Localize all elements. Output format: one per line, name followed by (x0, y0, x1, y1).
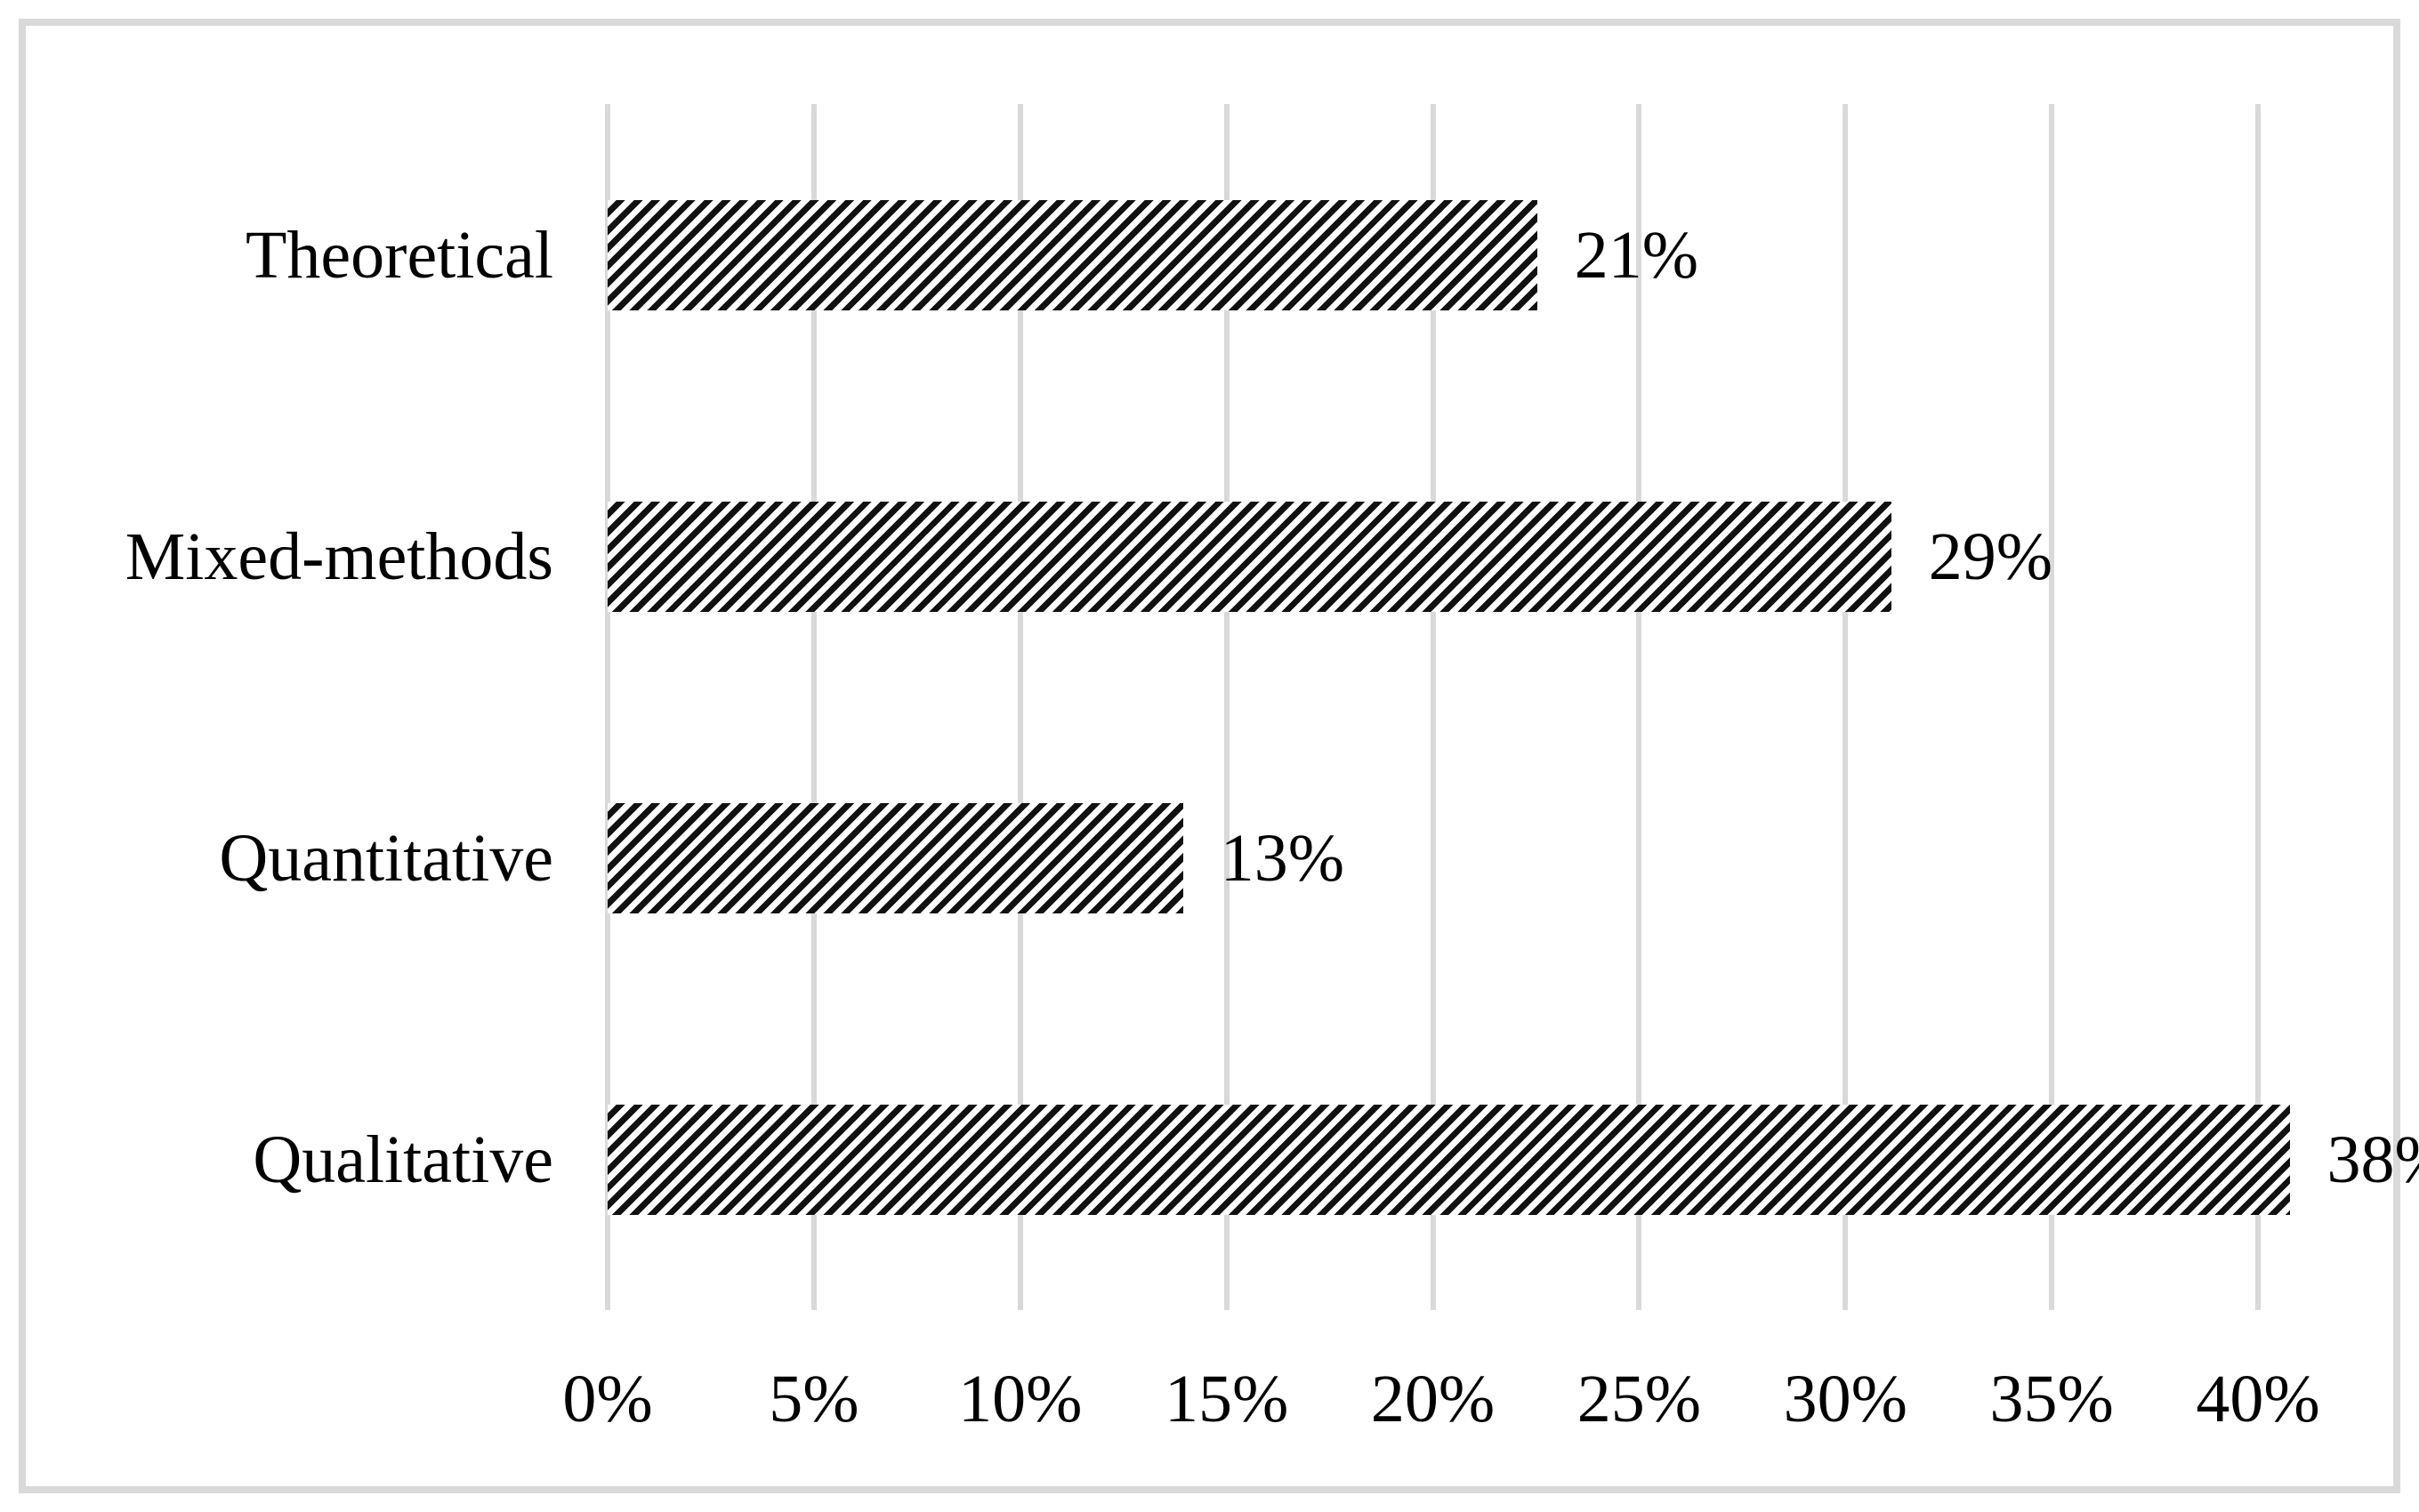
gridline (1223, 104, 1230, 1310)
bar-row: 13% (608, 707, 2378, 1009)
x-tick-label: 20% (1370, 1362, 1496, 1436)
figure-frame: 21% 29% 13% 38% Theoretical Mixed-methods Qua… (19, 19, 2419, 1493)
x-tick-label: 30% (1783, 1362, 1907, 1436)
bar-row: 38% (608, 1009, 2419, 1310)
x-tick-label: 5% (769, 1362, 859, 1436)
category-label-theoretical: Theoretical (245, 217, 553, 293)
category-label-mixed-methods: Mixed-methods (125, 519, 553, 594)
gridline (1842, 104, 1849, 1310)
gridline (605, 104, 610, 1310)
bar-qualitative (608, 1104, 2290, 1215)
bar-row: 29% (608, 406, 2378, 707)
x-axis: 0% 5% 10% 15% 20% 25% 30% 35% 40% (562, 1310, 2319, 1488)
category-label-quantitative: Quantitative (219, 820, 553, 896)
bar-value-label: 29% (1928, 519, 2053, 594)
bar-mixed-methods (608, 501, 1891, 612)
gridline (810, 104, 817, 1310)
gridline (1017, 104, 1023, 1310)
bar-quantitative (608, 802, 1183, 913)
x-tick-label: 35% (1989, 1362, 2114, 1436)
x-tick-label: 0% (562, 1362, 653, 1436)
bar-theoretical (608, 199, 1537, 310)
x-tick-label: 25% (1576, 1362, 1702, 1436)
x-tick-label: 40% (2196, 1362, 2320, 1436)
gridline (2049, 104, 2055, 1310)
plot-area: 21% 29% 13% 38% (605, 104, 2419, 1310)
bar-row: 21% (608, 104, 2378, 406)
x-tick-label: 15% (1164, 1362, 1289, 1436)
category-label-qualitative: Qualitative (253, 1122, 553, 1197)
gridline (2255, 104, 2261, 1310)
gridline (1636, 104, 1642, 1310)
category-axis: Theoretical Mixed-methods Quantitative Qual… (26, 104, 553, 1310)
bar-value-label: 21% (1574, 217, 1699, 293)
gridline (1430, 104, 1436, 1310)
bar-value-label: 13% (1220, 820, 1345, 896)
x-tick-label: 10% (958, 1362, 1083, 1436)
bar-value-label: 38% (2326, 1122, 2419, 1197)
